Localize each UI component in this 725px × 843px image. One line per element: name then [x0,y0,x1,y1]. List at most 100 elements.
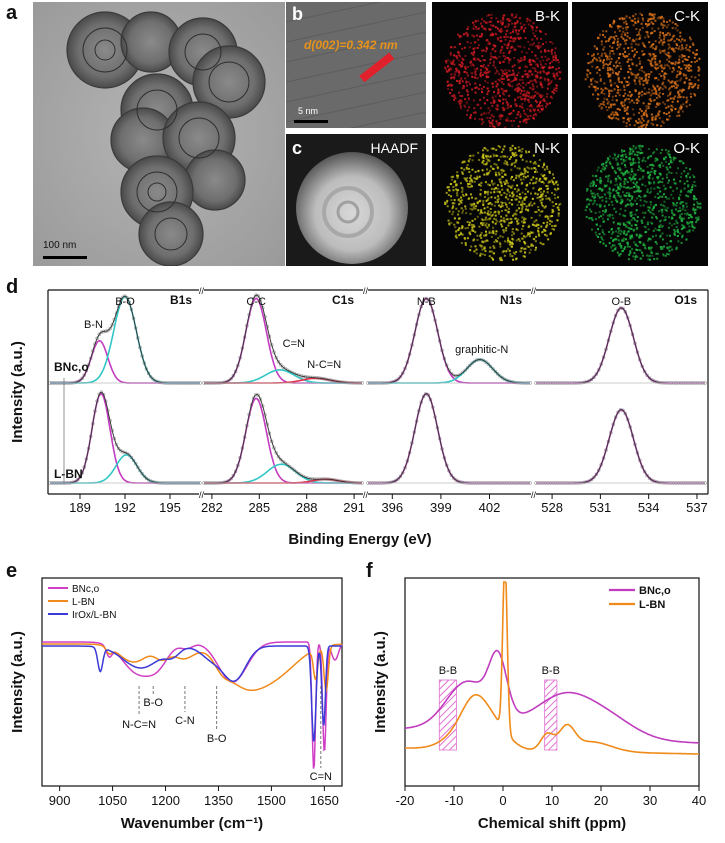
xps-tick-label: 192 [114,500,136,515]
xps-peak-label: O-B [612,296,632,308]
xps-data-point [281,459,285,464]
xps-data-point [99,330,104,334]
xps-data-point [396,477,400,481]
element-map-label: O-K [673,140,700,157]
nmr-annotation-label: B-B [439,665,457,677]
nmr-bb-region [438,679,457,751]
map-dots [444,144,562,262]
map-dots [584,144,702,261]
xps-tick-label: 531 [590,500,612,515]
tem-scale-label: 100 nm [43,240,77,251]
xps-peak-label: N-C=N [307,359,341,371]
ftir-annotation-label: C=N [310,771,332,783]
element-map-c-k: C-K [572,2,708,128]
ftir-x-title: Wavenumber (cm⁻¹) [121,815,263,832]
xps-region-label: B1s [170,293,192,307]
element-map-o-k: O-K [572,134,708,266]
xps-data-point [106,328,110,333]
xps-region-label: C1s [332,293,354,307]
xps-data-point [142,474,146,478]
xps-data-point [495,372,500,376]
panel-letter-a: a [6,2,18,24]
xps-envelope-curve [368,297,530,384]
nmr-tick-label: 20 [594,793,608,808]
xps-tick-label: 291 [343,500,365,515]
xps-data-point [396,377,400,381]
ftir-series-line [42,641,343,769]
ftir-tick-label: 1350 [204,793,233,808]
xps-data-point [97,332,101,337]
element-map-label: N-K [534,140,560,157]
xps-data-point [281,365,285,369]
xps-component-curve [536,409,705,484]
xps-data-point [470,361,474,365]
ftir-tick-label: 1200 [151,793,180,808]
xps-data-point [468,363,472,368]
xps-data-point [647,376,652,380]
axis-break-mark: // [199,286,205,296]
xps-data-point [149,374,153,379]
xps-data-point [274,451,278,455]
xps-tick-label: 288 [296,500,318,515]
tem-image: 100 nm [33,2,285,266]
nmr-tick-label: -20 [396,793,415,808]
xps-data-point [276,454,281,459]
xps-peak-label: C=N [283,338,305,350]
ftir-legend-label: IrOx/L-BN [72,610,116,621]
axis-break-mark: // [531,286,537,296]
xps-data-point [592,375,596,379]
xps-data-point [592,475,596,480]
xps-tick-label: 534 [638,500,660,515]
xps-component-curve [536,307,705,384]
xps-envelope-curve [536,307,705,384]
xps-data-point [486,362,491,366]
xps-x-title: Binding Energy (eV) [288,531,431,548]
nmr-legend-label: BNc,o [639,585,671,597]
xps-data-point [114,442,119,447]
xps-data-point [426,297,430,302]
xps-peak-label: graphitic-N [455,344,508,356]
nmr-tick-label: 30 [643,793,657,808]
nmr-chart: B-B B-B BNc,o L-BN -20 -10 0 10 20 30 40 Chemical s… [372,577,706,832]
xps-data-point [76,478,80,482]
xps-data-point [110,323,114,327]
ftir-tick-label: 1650 [310,793,339,808]
xps-region-label: O1s [674,293,697,307]
xps-data-point [151,377,155,381]
xps-region-label: N1s [500,293,522,307]
nmr-tick-label: -10 [445,793,464,808]
axis-break-mark: // [531,490,537,500]
xps-data-point [279,457,283,462]
panel-letter-b: b [292,4,303,24]
axis-break-gap [531,491,536,497]
axis-break-mark: // [199,490,205,500]
nmr-bb-region [544,679,558,751]
xps-data-point [229,476,233,481]
xps-data-point [451,476,456,480]
nmr-tick-label: 0 [499,793,506,808]
xps-tick-label: 195 [159,500,181,515]
map-dots [444,13,562,128]
xps-peak-label: B-N [84,319,103,331]
ftir-tick-label: 1500 [257,793,286,808]
ftir-series-line [42,643,342,694]
xps-data-point [80,376,84,381]
xps-data-point [484,360,488,364]
axis-break-gap [363,287,368,293]
nmr-series-line [405,581,699,755]
xps-sample-label: BNc,o [54,360,89,374]
xps-sample-label: L-BN [54,467,83,481]
nmr-y-title: Intensity (a.u.) [372,631,389,733]
ftir-annotation-label: C-N [175,715,195,727]
xps-data-point [279,363,283,367]
haadf-label: HAADF [370,140,418,156]
panel-letter-c: c [292,138,303,158]
xps-data-point [276,360,281,364]
xps-y-title: Intensity (a.u.) [9,341,26,443]
xps-envelope-curve [204,393,362,484]
xps-data-point [144,476,149,481]
xps-data-point [426,393,430,397]
nmr-series-line [404,649,699,744]
axis-break-gap [363,491,368,497]
d-spacing-label: d(002)=0.342 nm [304,38,398,52]
